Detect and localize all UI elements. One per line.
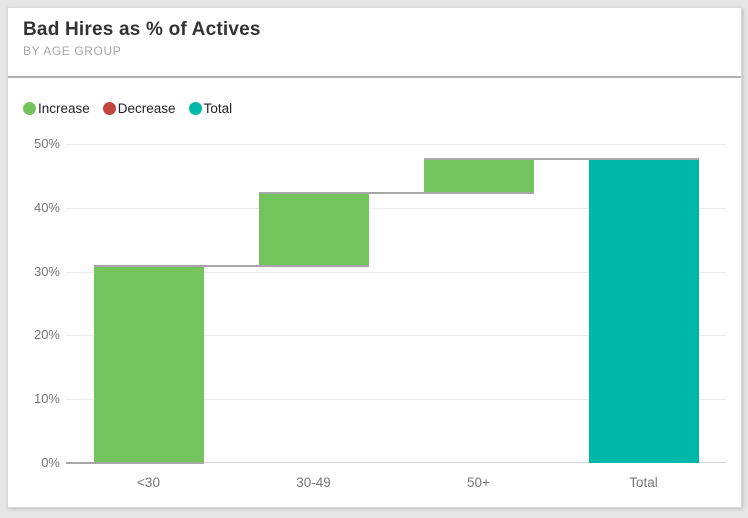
y-axis-label: 40% [33, 199, 60, 215]
y-axis-label: 50% [33, 136, 60, 151]
x-axis-label: 50+ [467, 475, 490, 490]
gridline [66, 144, 726, 145]
legend-dot-icon [188, 102, 202, 115]
y-axis-label: 30% [33, 263, 60, 279]
gridline [66, 207, 726, 209]
title-divider [8, 76, 741, 78]
legend-item-label: Total [203, 101, 233, 116]
waterfall-bar-4[interactable] [588, 158, 699, 463]
gridline [66, 335, 726, 337]
connector-line [93, 264, 369, 267]
baseline-connector-line [66, 462, 204, 464]
legend-item-increase[interactable]: Increase [23, 101, 90, 116]
legend-item-decrease[interactable]: Decrease [102, 101, 176, 116]
title-block: Bad Hires as % of Actives BY AGE GROUP [23, 19, 726, 58]
y-axis-label: 0% [41, 455, 60, 470]
x-axis-line [66, 462, 726, 463]
legend-dot-icon [23, 102, 36, 115]
y-axis-label: 20% [33, 327, 60, 343]
connector-line [258, 192, 534, 195]
x-axis-label: <30 [137, 475, 160, 490]
gridline [66, 271, 726, 273]
chart-legend: Increase Decrease Total [23, 101, 232, 116]
gridline [66, 399, 726, 401]
connector-line [423, 157, 699, 160]
waterfall-bar-1[interactable] [93, 265, 204, 463]
legend-item-total[interactable]: Total [188, 101, 233, 116]
y-axis-label: 10% [33, 391, 60, 407]
legend-dot-icon [102, 102, 116, 115]
waterfall-bar-3[interactable] [423, 158, 534, 194]
x-axis-label: 30-49 [296, 475, 331, 490]
legend-item-label: Decrease [117, 101, 176, 116]
waterfall-bar-2[interactable] [258, 193, 369, 266]
page-title: Bad Hires as % of Actives [23, 19, 261, 40]
chart-card: Bad Hires as % of Actives BY AGE GROUP I… [7, 7, 742, 508]
page-subtitle: BY AGE GROUP [23, 44, 122, 58]
x-axis-label: Total [629, 475, 658, 490]
legend-item-label: Increase [38, 101, 90, 116]
plot-area: 0% 10% 20% 30% 40% 50% <30 30-49 50+ Total [34, 137, 726, 490]
